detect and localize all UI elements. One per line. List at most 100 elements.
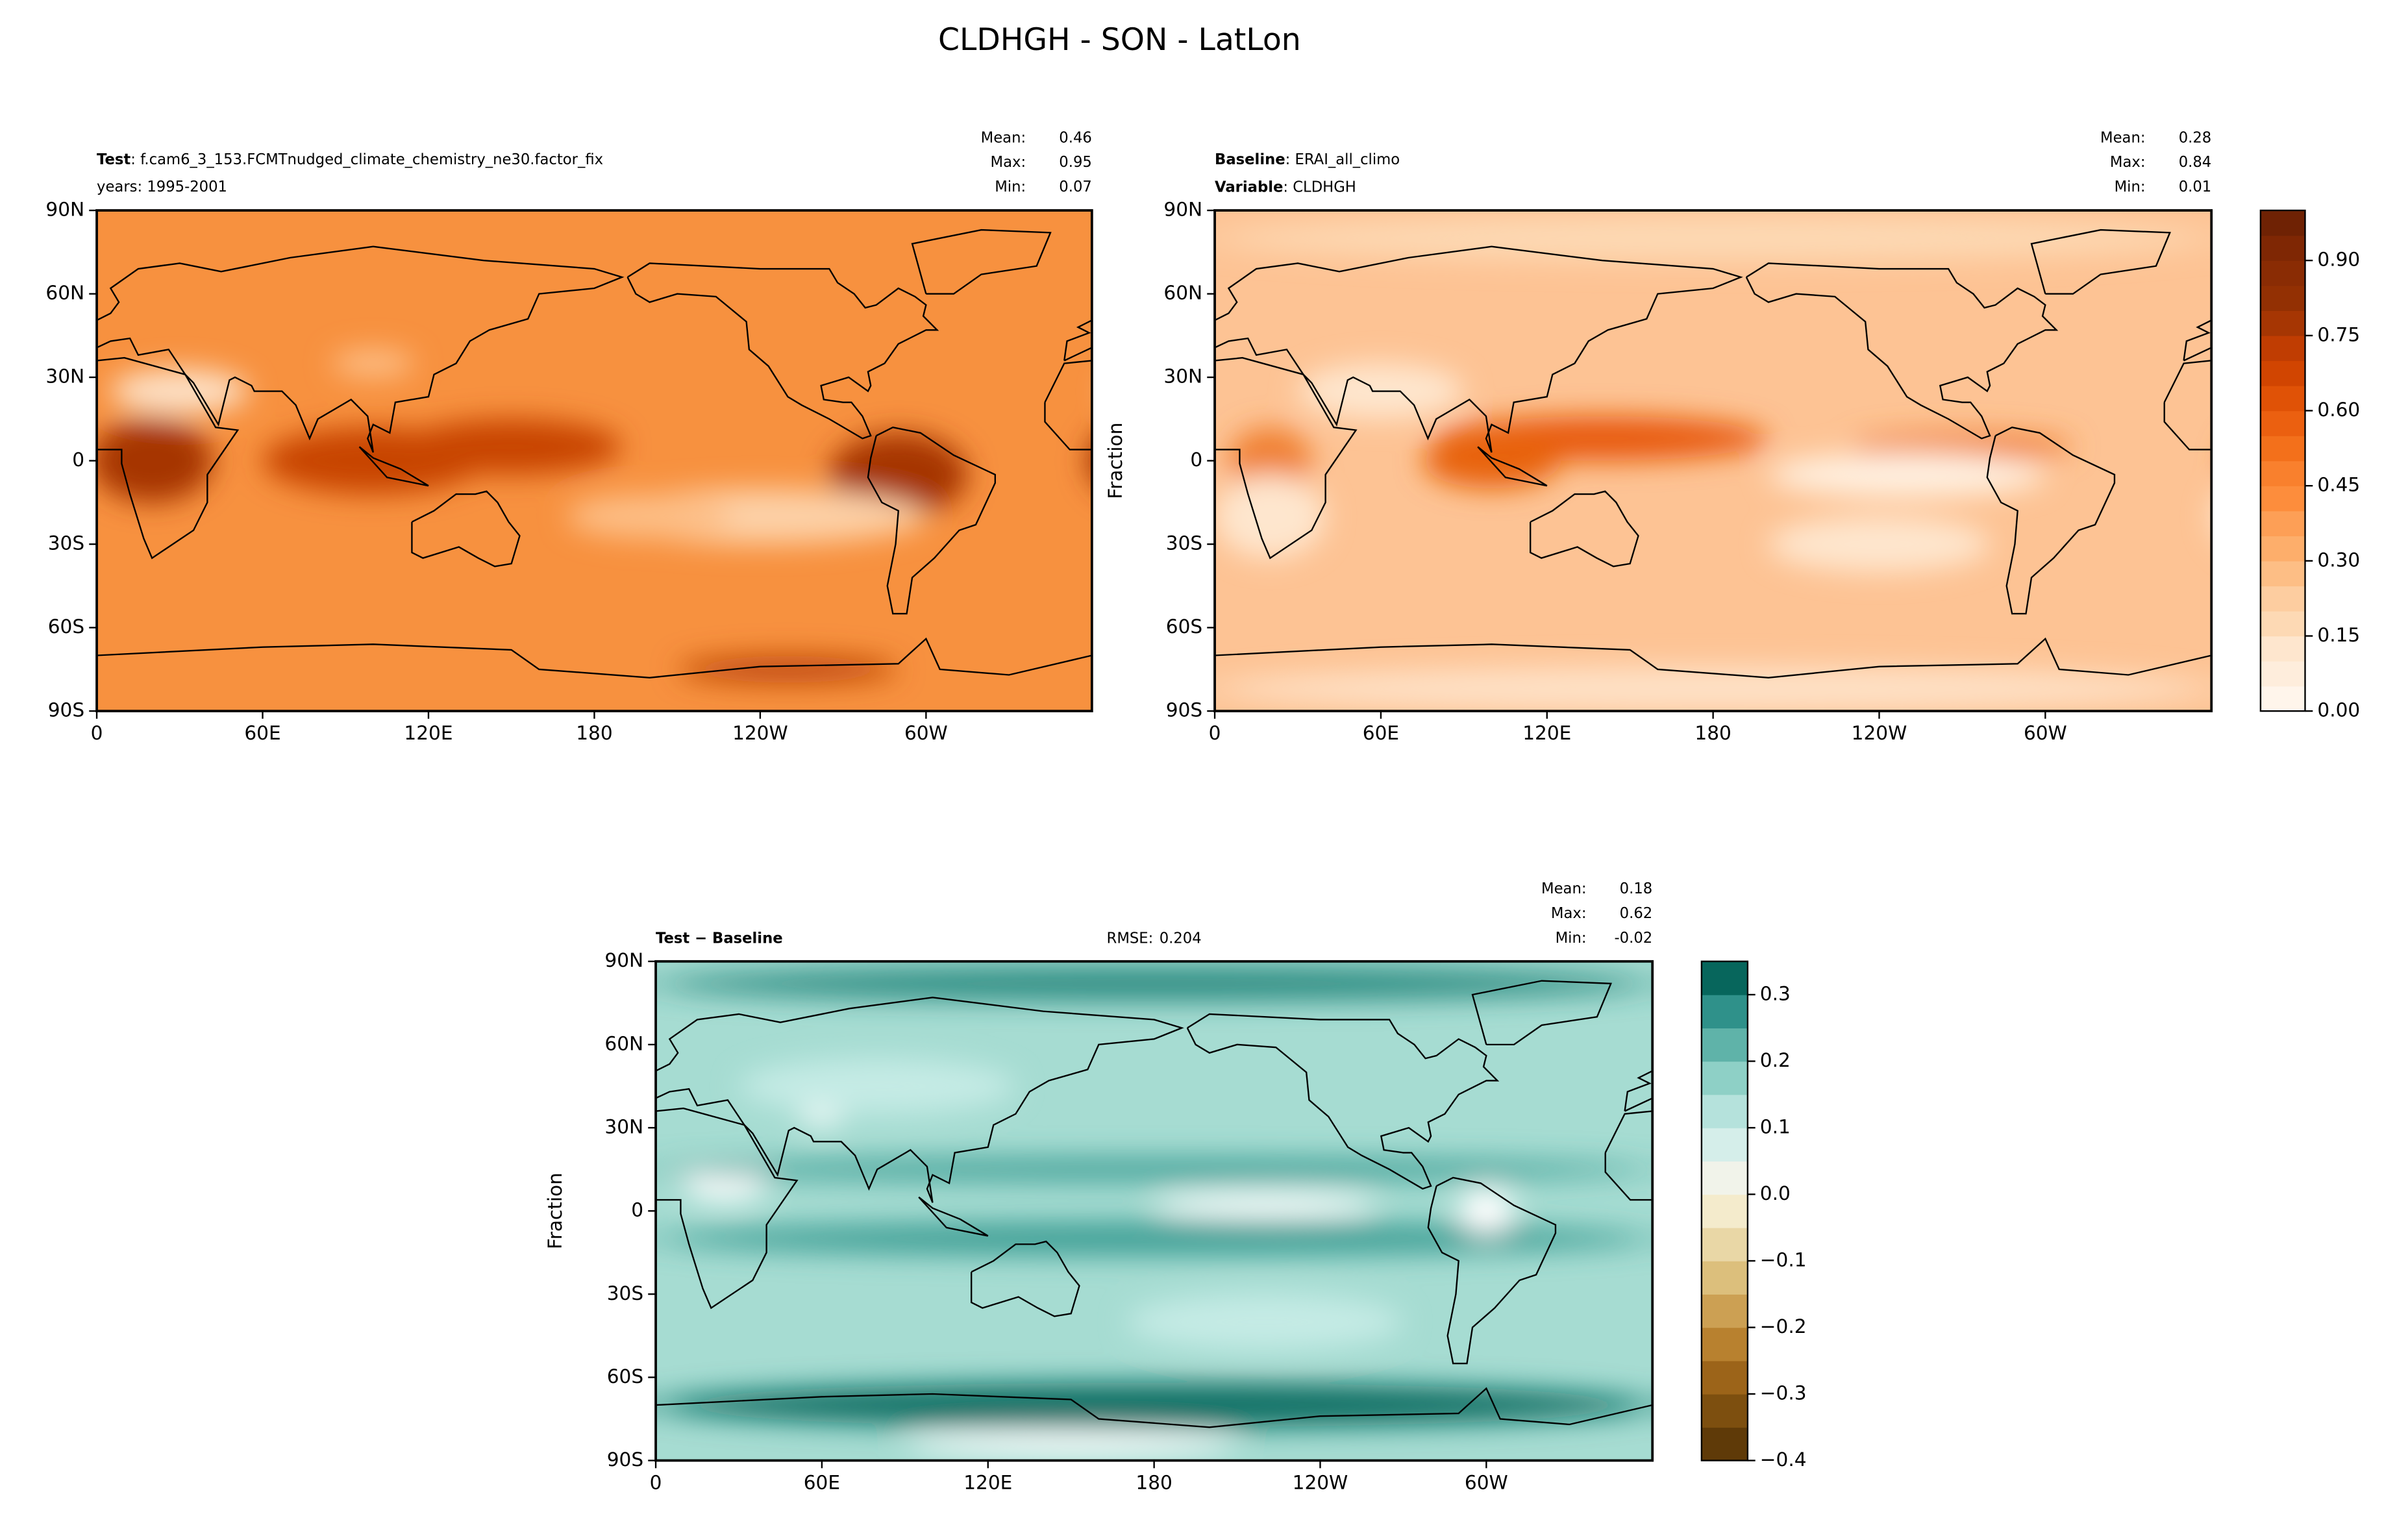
field-blob [656,967,1652,1001]
label-name: Variable [1215,179,1283,195]
y-tick-label: 30N [1163,366,1202,388]
coastline [97,245,625,453]
field-blob [0,967,656,1000]
colorbar-segment [2260,310,2305,336]
colorbar-segment [2260,436,2305,462]
x-tick-label: 120E [963,1471,1012,1493]
colorbar-tick-label: 0.45 [2317,474,2360,496]
stat-name: Mean: [981,129,1026,146]
field-blob [738,1058,1016,1114]
colorbar-segment [2260,460,2305,486]
colorbar-segment [2260,536,2305,562]
colorbar-tick-label: 0.15 [2317,624,2360,646]
label-text: : f.cam6_3_153.FCMTnudged_climate_chemis… [130,151,603,168]
stat-value: 0.18 [1620,880,1653,897]
coastline [2211,654,2212,656]
field-blobs [1215,216,2408,712]
stat-value: 0.07 [1059,179,1092,195]
colorbar-segment [1701,1161,1748,1195]
label-name: Test − Baseline [656,930,783,947]
coastline [1215,356,1358,560]
x-tick-label: 60E [804,1471,840,1493]
coastline [1745,262,2059,440]
colorbar-tick-label: −0.3 [1760,1382,1807,1404]
stat-name: Min: [995,179,1026,195]
colorbar-segment [1701,1061,1748,1095]
coastline [1186,1013,1500,1190]
colorbar-segment [1701,961,1748,995]
y-tick-label: 90S [1166,699,1202,721]
colorbar-segment [1701,1260,1748,1295]
coastline [358,446,429,487]
stat-value: -0.02 [1614,930,1652,947]
stat-value: 0.84 [2179,154,2212,171]
coastline [97,637,1092,678]
colorbar-frame [1700,960,1749,1461]
coastline [191,1014,501,1189]
field-blob [656,1222,1652,1256]
field-blob [1086,443,1092,479]
field-blob [0,1058,19,1113]
field-blob [2211,216,2408,261]
field-blob [110,369,249,414]
y-tick-label: 30S [607,1282,643,1304]
field-blob [130,1294,406,1349]
y-tick-label: 30N [45,366,84,388]
y-tick-label: 30S [1166,532,1202,554]
colorbar-segment [2260,661,2305,687]
stat-value: 0.46 [1059,129,1092,146]
colorbar-segment [2260,636,2305,662]
x-tick-label: 120E [404,722,453,744]
coastline [1477,446,1548,487]
coastline [1471,980,1612,1046]
coastline [1427,1176,1557,1365]
y-tick-label: 60S [607,1365,643,1387]
y-tick-label: 90N [45,199,84,221]
x-tick-label: 120W [732,722,788,744]
x-tick-label: 60E [244,722,280,744]
colorbar-tick-label: 0.90 [2317,249,2360,271]
coastline [0,639,97,678]
y-tick-label: 60N [1163,282,1202,304]
label-name: Test [97,151,130,168]
coastline [918,1196,989,1237]
field-blob [1768,452,2046,497]
x-tick-label: 0 [650,1471,662,1493]
coastline [911,229,1052,295]
colorbar-segment [1701,1227,1748,1262]
field-blob [1215,666,2211,712]
colorbar-segment [2260,335,2305,362]
x-tick-label: 120W [1852,722,1907,744]
y-tick-label: 60S [48,615,84,638]
y-axis-label: Fraction [1104,423,1126,499]
stat-name: Min: [1556,930,1587,947]
colorbar-segment [2260,510,2305,537]
field-blob [331,349,415,378]
colorbar-segment [2260,610,2305,637]
x-tick-label: 60E [1363,722,1399,744]
field-blob [2123,1294,2400,1349]
y-axis-label: Fraction [544,1173,566,1249]
panel-label: Baseline: ERAI_all_climo [1215,151,1400,168]
field-blob [1902,1433,2234,1455]
colorbar-segment [2260,560,2305,587]
colorbar-segment [2260,360,2305,386]
colorbar-segment [1701,994,1748,1028]
x-tick-label: 180 [1694,722,1731,744]
field-blob [2151,1194,2372,1216]
colorbar-tick-label: 0.2 [1760,1049,1791,1071]
field-base [1215,210,2212,712]
coastline [1968,1241,2076,1316]
y-tick-label: 0 [72,449,84,471]
colorbar-tick-label: 0.3 [1760,982,1791,1004]
chart-title: CLDHGH - SON - LatLon [938,22,1301,58]
colorbar-segment [1701,1360,1748,1395]
coastline [0,1241,82,1316]
field-blob [1796,1103,1841,1125]
y-tick-label: 30N [604,1115,643,1137]
stat-name: Max: [1551,905,1587,922]
colorbar-segment [2260,410,2305,436]
coastline [0,1388,656,1427]
field-blob [1126,1294,1404,1350]
